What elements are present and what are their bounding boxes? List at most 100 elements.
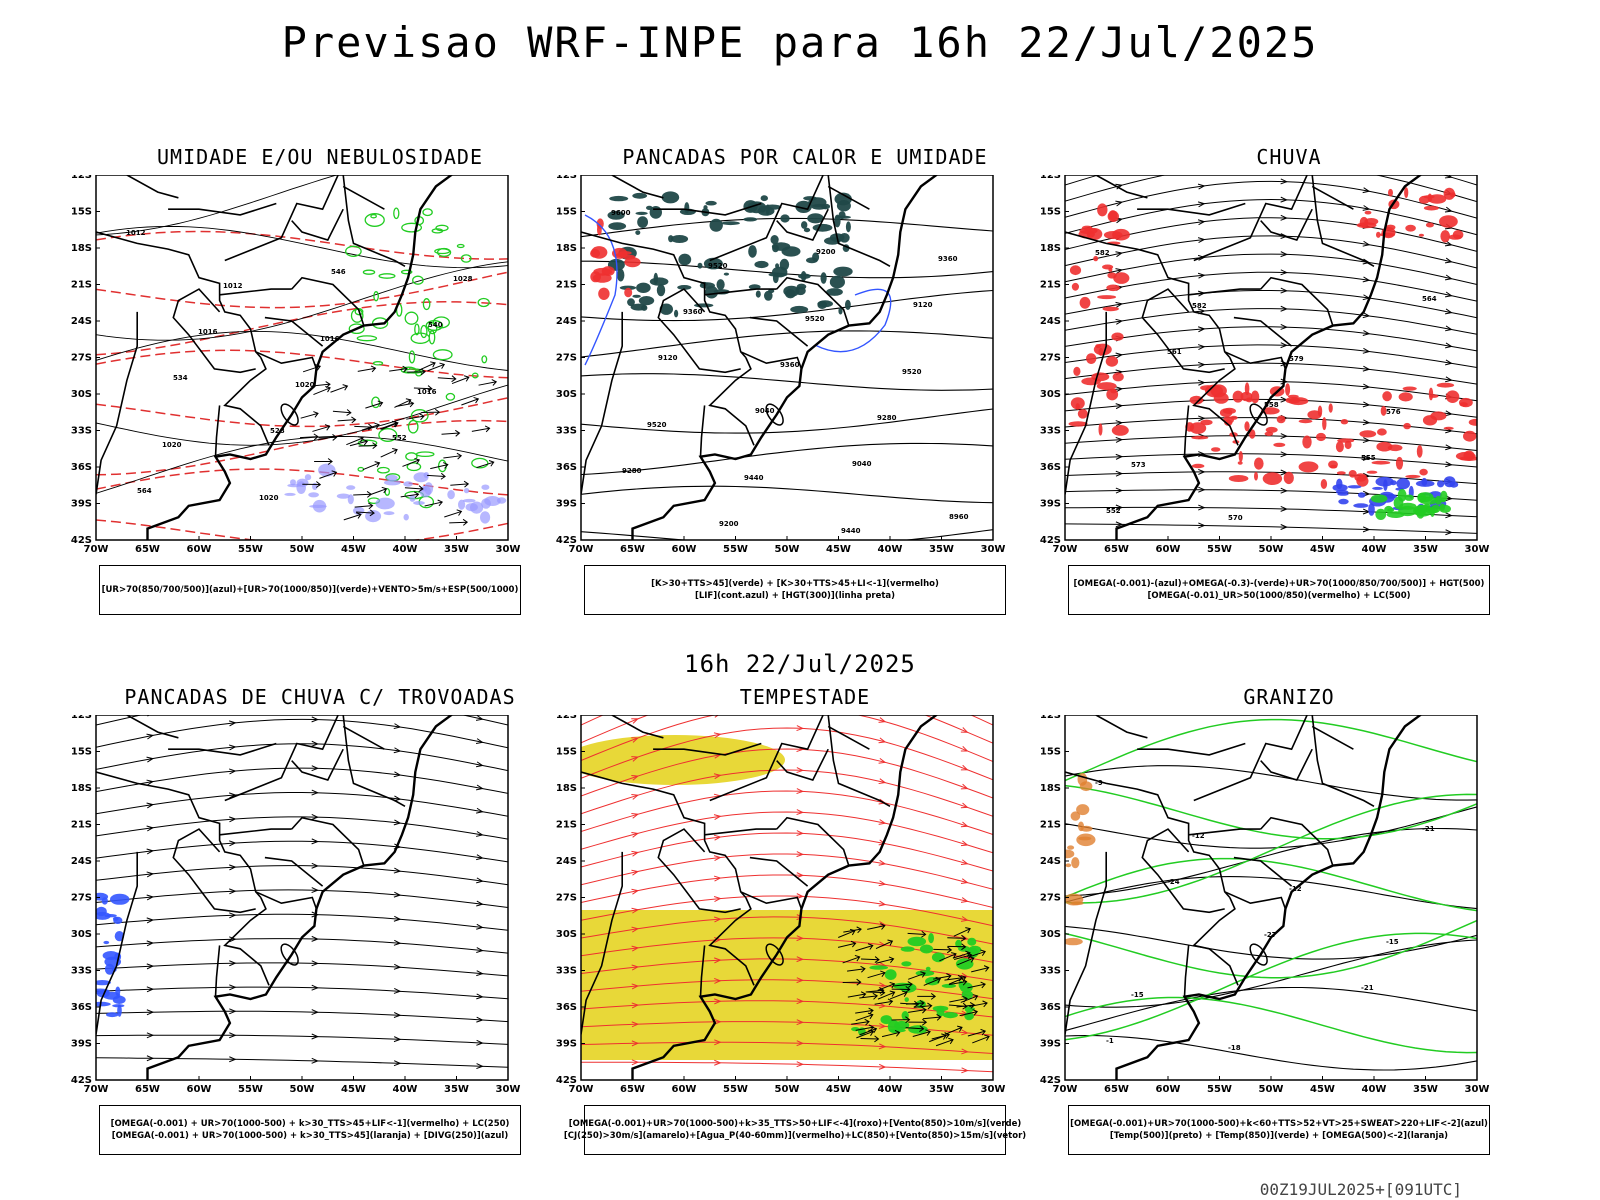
streamline-arrow (1362, 258, 1371, 265)
rain-area (1387, 444, 1403, 452)
rain-area (1265, 426, 1278, 433)
humidity-area (432, 316, 450, 329)
streamline-arrow (796, 977, 804, 984)
heat-humidity-area (817, 300, 827, 309)
lon-tick-label: 55W (723, 544, 748, 555)
streamline-arrow (713, 875, 722, 882)
humidity-area (354, 308, 364, 316)
omega500-area (1070, 811, 1081, 821)
upper-humidity-area (318, 463, 336, 477)
lat-tick-label: 27S (556, 353, 577, 364)
border-line (704, 288, 777, 296)
strong-wind-area (904, 997, 909, 1002)
streamline-arrow (1115, 470, 1124, 477)
wind-vector (877, 981, 896, 991)
streamline-arrow (878, 982, 887, 989)
streamline-arrow (229, 1032, 237, 1039)
heat-humidity-area (709, 218, 723, 232)
temp850-contour (1065, 919, 1477, 979)
streamline-arrow (878, 737, 887, 744)
streamline (1065, 235, 1477, 269)
omega-area (1368, 503, 1375, 516)
lon-tick-label: 30W (496, 1084, 521, 1095)
height-contour (581, 330, 993, 358)
strong-omega-area (1439, 503, 1445, 511)
streamline-arrow (475, 715, 484, 721)
contour-label: 1020 (295, 381, 315, 389)
streamline-arrow (1197, 272, 1206, 279)
rain-area (1244, 421, 1250, 432)
humidity-area (356, 335, 378, 342)
map-content (96, 715, 508, 1080)
legend-line: [UR>70(850/700/500)](azul)+[UR>70(1000/8… (101, 585, 519, 595)
heat-humidity-area (674, 309, 679, 318)
streamline (1065, 175, 1477, 203)
streamline-arrow (796, 767, 804, 774)
lat-tick-label: 39S (71, 499, 92, 510)
lat-tick-label: 15S (556, 207, 577, 218)
lat-tick-label: 12S (556, 175, 577, 181)
rain-area (1328, 403, 1333, 413)
border-line (749, 856, 809, 887)
wind-vector (874, 998, 894, 1006)
wind-vector (908, 971, 926, 980)
border-line (219, 288, 292, 296)
lon-tick-label: 60W (672, 544, 697, 555)
omega500-area (1065, 849, 1075, 859)
border-line (776, 748, 829, 781)
border-line (96, 771, 262, 899)
strong-wind-area (851, 1027, 860, 1032)
divergence-area (103, 940, 110, 945)
streamline-arrow (961, 1048, 969, 1055)
omega500-area (1065, 863, 1072, 868)
streamline-arrow (1362, 187, 1371, 194)
panel-title: TEMPESTADE (739, 685, 871, 709)
streamline-arrow (713, 834, 722, 841)
lat-tick-label: 27S (71, 353, 92, 364)
contour-label: 9120 (658, 354, 678, 362)
contour-label: 534 (173, 374, 188, 382)
border-line (1192, 897, 1239, 986)
humidity-area (376, 466, 390, 474)
wind-vector (912, 1029, 931, 1037)
streamline (96, 840, 508, 863)
heat-humidity-area (747, 201, 767, 214)
heat-humidity-area (705, 285, 719, 299)
rain-area (1443, 426, 1454, 430)
wind-vector (407, 368, 426, 376)
border-line (1311, 725, 1354, 750)
lat-tick-label: 21S (71, 280, 92, 291)
streamline-arrow (146, 917, 155, 924)
upper-humidity-area (481, 498, 491, 509)
streamline (1065, 217, 1477, 252)
upper-humidity-area (384, 479, 401, 486)
heat-humidity-area (608, 222, 627, 230)
contour-label: 9360 (683, 308, 703, 316)
wind-vector (451, 375, 470, 385)
rain-area (1317, 405, 1323, 417)
lifted-index-contour (584, 214, 618, 366)
wind-vector (907, 930, 927, 938)
contour-label: 9440 (744, 474, 764, 482)
contour-label: 540 (428, 321, 443, 329)
heat-humidity-area (661, 191, 680, 204)
lat-tick-label: 24S (1040, 316, 1061, 327)
streamline (96, 889, 508, 908)
wind-vector (908, 1006, 927, 1014)
wind-vector (931, 1032, 950, 1040)
streamline-arrow (393, 747, 402, 754)
rain-area (1340, 419, 1349, 425)
lon-tick-label: 50W (775, 1084, 800, 1095)
streamline (1065, 271, 1477, 302)
rain-area (1081, 225, 1093, 231)
streamline-arrow (1280, 324, 1288, 330)
streamline-arrow (1444, 274, 1453, 281)
panel-granizo: GRANIZO -9 -12 -12 -15 -15 -18 -21 -21 -24 -27 -21-… (1039, 685, 1539, 1155)
streamline-arrow (146, 963, 155, 970)
upper-humidity-area (413, 501, 425, 505)
rain-area (1103, 231, 1123, 239)
omega-area (1332, 484, 1348, 492)
rain-area (1112, 372, 1124, 382)
border-line (96, 851, 138, 1035)
lon-tick-label: 50W (775, 544, 800, 555)
